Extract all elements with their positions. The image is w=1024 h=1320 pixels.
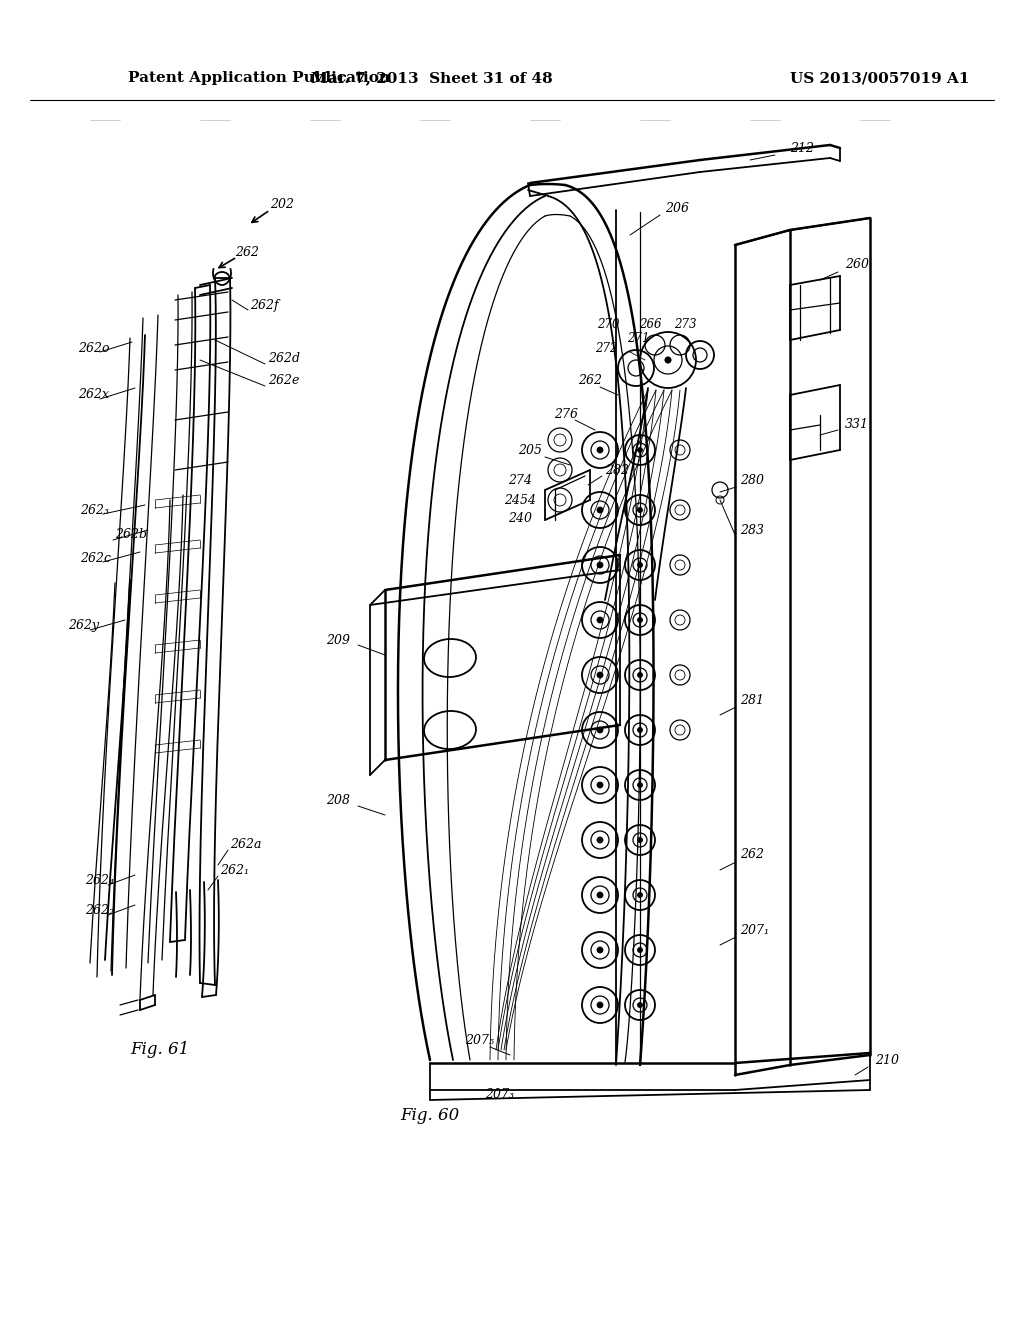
Text: 262₃: 262₃ [80,503,109,516]
Text: US 2013/0057019 A1: US 2013/0057019 A1 [790,71,970,84]
Text: 272: 272 [596,342,618,355]
Text: 280: 280 [740,474,764,487]
Circle shape [597,447,603,453]
Text: 262b: 262b [115,528,147,541]
Circle shape [597,507,603,513]
Text: 262a: 262a [230,838,261,851]
Text: 262₁: 262₁ [220,863,249,876]
Text: 283: 283 [740,524,764,536]
Text: 262: 262 [578,374,602,387]
Circle shape [597,837,603,843]
Text: 262y: 262y [68,619,99,631]
Text: 206: 206 [665,202,689,214]
Text: 205: 205 [518,444,542,457]
Text: 262d: 262d [268,351,300,364]
Text: 262: 262 [740,849,764,862]
Text: Fig. 60: Fig. 60 [400,1106,460,1123]
Text: 262f: 262f [250,298,279,312]
Circle shape [638,672,642,677]
Text: 262₄: 262₄ [85,874,114,887]
Circle shape [597,892,603,898]
Text: 2454: 2454 [504,494,536,507]
Text: 266: 266 [639,318,662,331]
Circle shape [597,672,603,678]
Circle shape [597,727,603,733]
Text: 240: 240 [508,511,532,524]
Circle shape [597,616,603,623]
Text: 202: 202 [270,198,294,211]
Circle shape [638,727,642,733]
Circle shape [638,507,642,512]
Text: 282: 282 [605,463,629,477]
Text: 276: 276 [554,408,578,421]
Circle shape [638,948,642,953]
Text: 262x: 262x [78,388,109,401]
Text: 331: 331 [845,418,869,432]
Text: 262o: 262o [78,342,110,355]
Circle shape [638,837,642,842]
Circle shape [638,447,642,453]
Text: 208: 208 [326,793,350,807]
Circle shape [638,892,642,898]
Circle shape [597,1002,603,1008]
Circle shape [597,562,603,568]
Text: 271: 271 [627,331,649,345]
Circle shape [597,946,603,953]
Circle shape [638,618,642,623]
Text: 210: 210 [874,1053,899,1067]
Text: 274: 274 [508,474,532,487]
Text: 212: 212 [790,141,814,154]
Text: 262e: 262e [268,374,299,387]
Circle shape [638,1002,642,1007]
Text: 281: 281 [740,693,764,706]
Text: 262₂: 262₂ [85,903,114,916]
Text: Patent Application Publication: Patent Application Publication [128,71,390,84]
Text: Fig. 61: Fig. 61 [130,1041,189,1059]
Text: 273: 273 [674,318,696,331]
Circle shape [665,356,671,363]
Text: 262c: 262c [80,552,111,565]
Text: 207₁: 207₁ [740,924,769,936]
Text: 270: 270 [597,318,620,331]
Circle shape [638,562,642,568]
Text: 262: 262 [234,246,259,259]
Text: Mar. 7, 2013  Sheet 31 of 48: Mar. 7, 2013 Sheet 31 of 48 [311,71,553,84]
Text: 209: 209 [326,634,350,647]
Text: 207₅: 207₅ [466,1034,495,1047]
Text: 260: 260 [845,259,869,272]
Circle shape [597,781,603,788]
Circle shape [638,783,642,788]
Text: 207₃: 207₃ [485,1089,514,1101]
